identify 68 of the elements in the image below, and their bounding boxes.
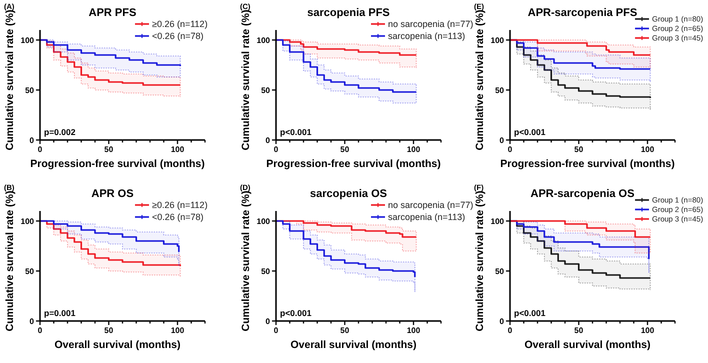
y-tick-label: 100 — [256, 216, 271, 226]
y-axis-title: Cumulative survival rate (%) — [4, 10, 16, 150]
y-axis-title: Cumulative survival rate (%) — [240, 10, 252, 150]
legend-label: no sarcopenia (n=77) — [388, 19, 474, 30]
x-tick-label: 100 — [406, 145, 421, 154]
x-axis-title: Overall survival (months) — [524, 339, 651, 351]
legend-label: <0.26 (n=78) — [152, 212, 204, 222]
y-tick-label: 100 — [20, 216, 35, 226]
x-tick-label: 0 — [38, 145, 43, 154]
annotation: p=0.002 — [44, 127, 76, 137]
chart-title: sarcopenia OS — [310, 188, 388, 200]
legend-label: <0.26 (n=78) — [152, 31, 204, 42]
y-tick-label: 50 — [495, 266, 505, 276]
y-tick-label: 0 — [30, 316, 35, 326]
y-axis-title: Cumulative survival rate (%) — [240, 190, 252, 332]
x-tick-label: 0 — [508, 326, 513, 335]
legend-label: no sarcopenia (n=77) — [388, 200, 474, 210]
y-tick-label: 50 — [495, 86, 505, 95]
x-tick-label: 0 — [508, 145, 513, 154]
x-tick-label: 50 — [340, 326, 350, 335]
chart-title: APR-sarcopenia OS — [530, 188, 634, 200]
y-tick-label: 0 — [30, 136, 35, 145]
annotation: p<0.001 — [280, 308, 312, 318]
annotation: p<0.001 — [280, 127, 312, 137]
chart-title: APR-sarcopenia PFS — [528, 7, 638, 19]
y-tick-label: 100 — [20, 36, 35, 45]
x-tick-label: 50 — [340, 145, 350, 154]
y-axis-title: Cumulative survival rate (%) — [474, 10, 486, 150]
x-tick-label: 100 — [640, 145, 655, 154]
x-axis-title: Overall survival (months) — [54, 339, 181, 351]
x-axis-title: Progression-free survival (months) — [500, 158, 675, 170]
x-axis-title: Progression-free survival (months) — [266, 158, 441, 170]
annotation: p=0.001 — [44, 308, 76, 318]
y-tick-label: 100 — [490, 216, 505, 226]
y-tick-label: 0 — [266, 316, 271, 326]
y-tick-label: 0 — [500, 316, 505, 326]
chart-title: APR PFS — [88, 7, 136, 19]
x-tick-label: 50 — [104, 145, 114, 154]
y-tick-label: 0 — [500, 136, 505, 145]
y-tick-label: 50 — [25, 266, 35, 276]
x-tick-label: 50 — [104, 326, 114, 335]
x-tick-label: 100 — [170, 326, 185, 335]
x-tick-label: 100 — [170, 145, 185, 154]
x-tick-label: 50 — [574, 326, 584, 335]
x-tick-label: 100 — [640, 326, 655, 335]
chart-title: APR OS — [91, 188, 134, 200]
legend-label: ≥0.26 (n=112) — [152, 200, 208, 210]
y-tick-label: 0 — [266, 136, 271, 145]
x-tick-label: 0 — [274, 326, 279, 335]
y-tick-label: 100 — [490, 36, 505, 45]
x-tick-label: 100 — [406, 326, 421, 335]
x-tick-label: 0 — [274, 145, 279, 154]
x-axis-title: Progression-free survival (months) — [30, 158, 205, 170]
y-axis-title: Cumulative survival rate (%) — [474, 190, 486, 332]
y-tick-label: 50 — [261, 266, 271, 276]
y-tick-label: 50 — [261, 86, 271, 95]
x-tick-label: 0 — [38, 326, 43, 335]
annotation: p<0.001 — [514, 127, 546, 137]
y-axis-title: Cumulative survival rate (%) — [4, 190, 16, 332]
chart-title: sarcopenia PFS — [307, 7, 390, 19]
y-tick-label: 100 — [256, 36, 271, 45]
legend-label: ≥0.26 (n=112) — [152, 19, 208, 30]
legend-label: sarcopenia (n=113) — [388, 212, 466, 222]
y-tick-label: 50 — [25, 86, 35, 95]
legend-label: sarcopenia (n=113) — [388, 31, 466, 42]
annotation: p<0.001 — [514, 308, 546, 318]
x-tick-label: 50 — [574, 145, 584, 154]
x-axis-title: Overall survival (months) — [290, 339, 417, 351]
